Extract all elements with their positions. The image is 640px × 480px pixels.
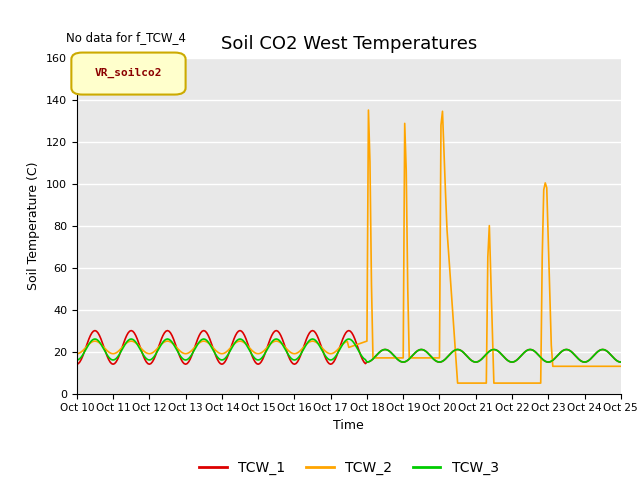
X-axis label: Time: Time [333, 419, 364, 432]
TCW_2 [415, 355, 422, 361]
TCW_3 [554, 353, 561, 359]
TCW_2 [454, 380, 461, 386]
Line: TCW_1: TCW_1 [77, 331, 621, 364]
Line: TCW_3: TCW_3 [77, 339, 621, 362]
Text: No data for f_TCW_4: No data for f_TCW_4 [66, 31, 186, 44]
FancyBboxPatch shape [72, 53, 186, 95]
TCW_1 [617, 359, 625, 365]
TCW_1 [88, 330, 96, 336]
TCW_1 [552, 355, 559, 360]
TCW_1 [415, 348, 422, 353]
TCW_1 [91, 328, 99, 334]
TCW_3 [386, 348, 394, 354]
TCW_3 [73, 357, 81, 363]
TCW_2 [174, 346, 182, 352]
TCW_2 [88, 339, 96, 345]
TCW_1 [176, 353, 184, 359]
TCW_2 [384, 355, 392, 361]
TCW_3 [416, 347, 424, 353]
Legend: TCW_1, TCW_2, TCW_3: TCW_1, TCW_2, TCW_3 [193, 456, 504, 480]
TCW_2 [617, 363, 625, 369]
TCW_3 [404, 358, 412, 363]
TCW_3 [91, 336, 99, 342]
Line: TCW_2: TCW_2 [77, 110, 621, 383]
TCW_1 [73, 361, 81, 367]
TCW_2 [73, 351, 81, 357]
TCW_1 [403, 359, 410, 364]
TCW_2 [403, 168, 410, 173]
Title: Soil CO2 West Temperatures: Soil CO2 West Temperatures [221, 35, 477, 53]
TCW_3 [88, 337, 96, 343]
Y-axis label: Soil Temperature (C): Soil Temperature (C) [28, 161, 40, 290]
TCW_1 [384, 348, 392, 353]
TCW_3 [176, 352, 184, 358]
Text: VR_soilco2: VR_soilco2 [95, 68, 162, 78]
TCW_2 [365, 107, 372, 113]
TCW_3 [617, 359, 625, 365]
TCW_2 [554, 363, 561, 369]
TCW_3 [363, 359, 371, 365]
